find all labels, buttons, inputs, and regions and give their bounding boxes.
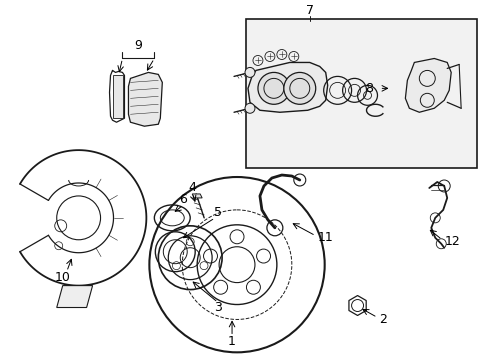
Polygon shape xyxy=(128,72,162,126)
Text: 4: 4 xyxy=(188,181,196,194)
Text: 11: 11 xyxy=(317,231,333,244)
Text: 10: 10 xyxy=(55,271,70,284)
Circle shape xyxy=(258,72,289,104)
Polygon shape xyxy=(192,194,202,198)
Text: 6: 6 xyxy=(179,193,187,206)
Text: 2: 2 xyxy=(379,313,386,326)
Text: 9: 9 xyxy=(134,39,142,52)
Bar xyxy=(245,19,476,168)
Text: 5: 5 xyxy=(214,206,222,219)
Polygon shape xyxy=(247,62,327,112)
Circle shape xyxy=(283,72,315,104)
Text: 7: 7 xyxy=(305,4,313,17)
Circle shape xyxy=(244,67,254,77)
Polygon shape xyxy=(57,285,92,307)
Circle shape xyxy=(244,103,254,113)
Polygon shape xyxy=(112,75,123,118)
Text: 3: 3 xyxy=(214,301,222,314)
Text: 1: 1 xyxy=(227,335,236,348)
Polygon shape xyxy=(405,58,450,112)
Text: 8: 8 xyxy=(365,82,373,95)
Text: 12: 12 xyxy=(443,235,459,248)
